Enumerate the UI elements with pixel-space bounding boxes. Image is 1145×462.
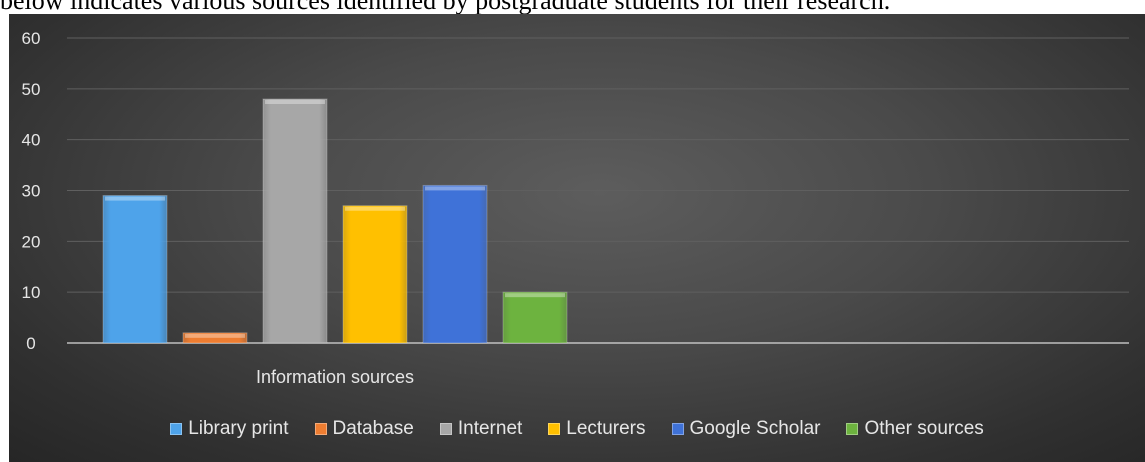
legend-swatch — [170, 423, 183, 435]
y-tick-label: 20 — [22, 232, 41, 251]
legend-swatch — [846, 423, 859, 435]
y-tick-label: 60 — [22, 29, 41, 48]
legend-item: Library print — [170, 418, 289, 440]
bar-database — [182, 332, 248, 344]
bar-other-sources — [502, 291, 568, 344]
bar-bevel — [105, 196, 165, 201]
legend-swatch — [314, 423, 327, 435]
legend-label: Library print — [188, 418, 289, 439]
y-tick-label: 50 — [22, 80, 41, 99]
bar-lecturers — [342, 205, 408, 344]
bar-chart: 0 10 20 30 40 50 60 Information sources Library… — [9, 14, 1145, 462]
y-tick-label: 10 — [22, 283, 41, 302]
y-tick-label: 30 — [22, 182, 41, 201]
chart-legend: Library print Database Internet Lecturers Go… — [9, 416, 1145, 442]
caption-text: below indicates various sources identifi… — [0, 0, 891, 15]
bar-internet — [262, 98, 328, 344]
legend-swatch — [439, 423, 452, 435]
x-category-label: Information sources — [256, 367, 414, 387]
bar-bevel — [425, 186, 485, 191]
legend-swatch — [548, 423, 561, 435]
legend-item: Internet — [439, 418, 523, 440]
legend-item: Lecturers — [548, 418, 646, 440]
bar-library-print — [102, 195, 168, 344]
bar-bevel — [185, 333, 245, 338]
bar-bevel — [265, 100, 325, 104]
legend-item: Database — [314, 418, 414, 440]
legend-item: Other sources — [846, 418, 984, 440]
y-tick-label: 40 — [22, 131, 41, 150]
legend-label: Database — [332, 418, 414, 439]
legend-swatch — [671, 423, 684, 435]
bar-google-scholar — [422, 184, 488, 344]
legend-label: Google Scholar — [689, 418, 821, 439]
legend-label: Other sources — [864, 418, 984, 439]
legend-label: Lecturers — [566, 418, 646, 439]
legend-label: Internet — [457, 418, 523, 439]
legend-item: Google Scholar — [671, 418, 821, 440]
y-tick-label: 0 — [26, 334, 35, 353]
bar-bevel — [345, 206, 405, 211]
chart-plot: 0 10 20 30 40 50 60 Information sources — [22, 29, 1129, 387]
bar-bevel — [505, 293, 565, 298]
